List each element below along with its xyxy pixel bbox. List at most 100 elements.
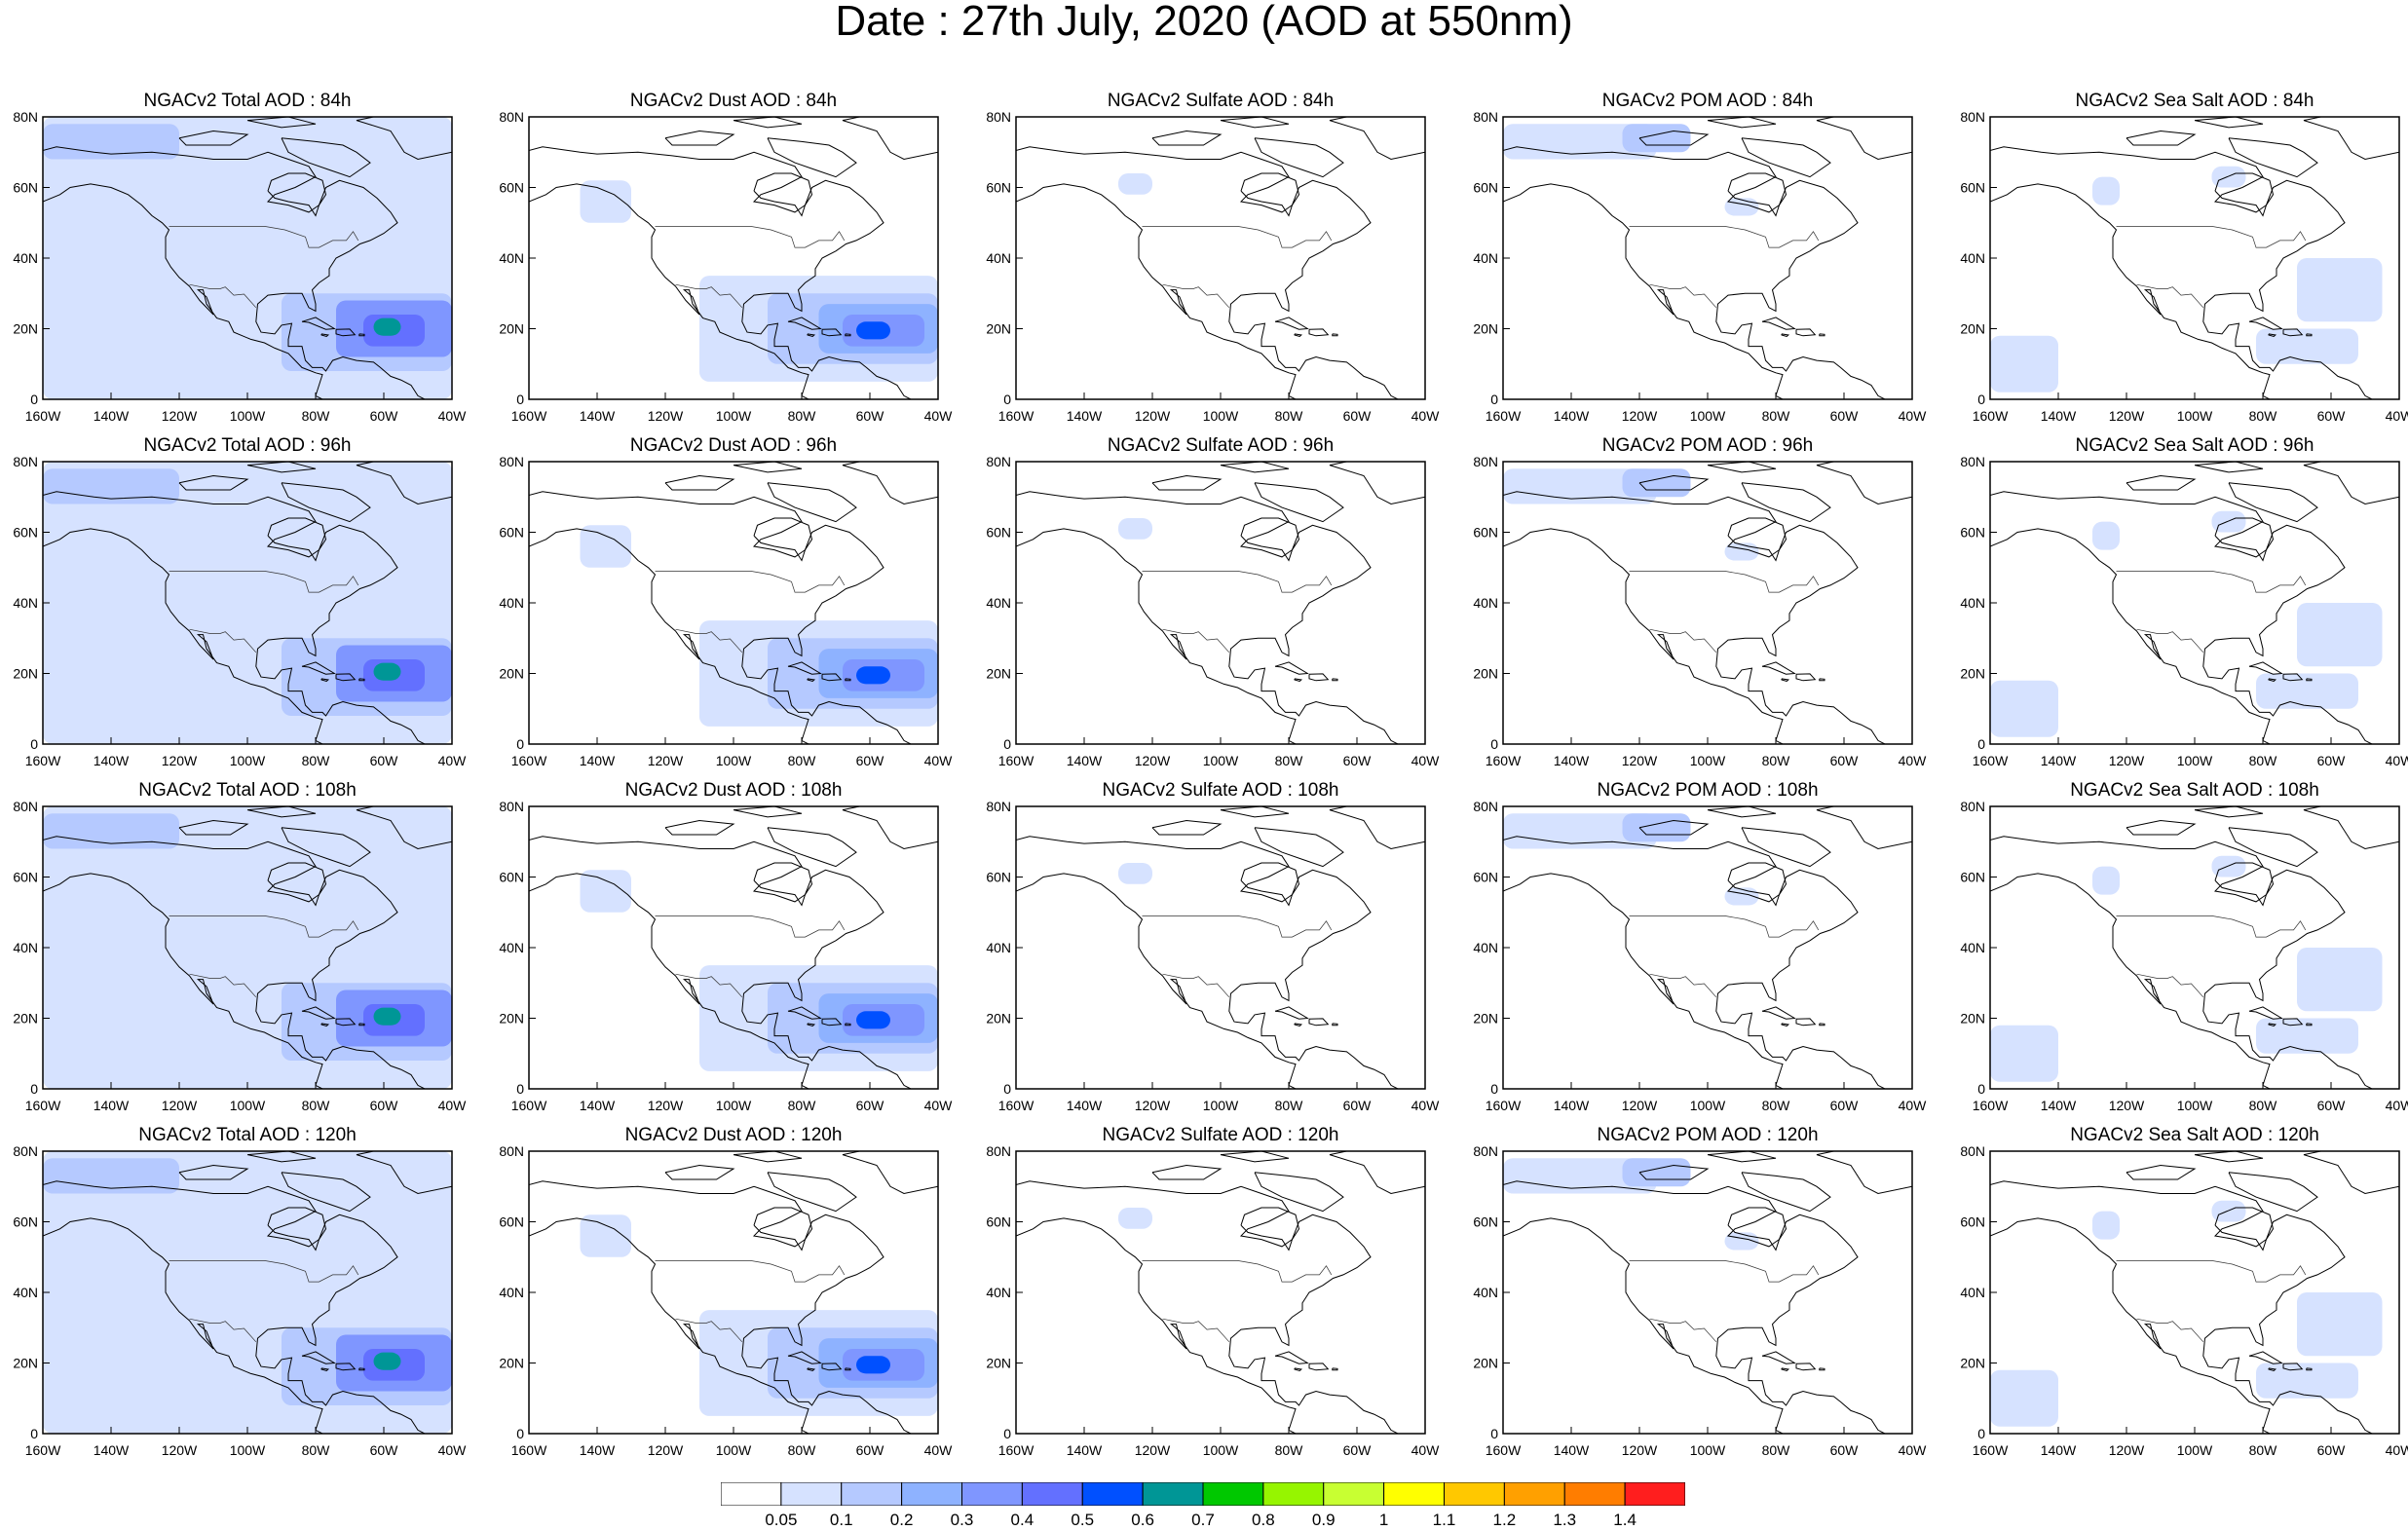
- coastline: [842, 806, 938, 850]
- lon-tick-label: 100W: [1690, 1098, 1726, 1113]
- lon-tick-label: 40W: [1899, 1098, 1928, 1113]
- coastline: [2248, 1006, 2283, 1020]
- lon-tick-label: 100W: [1690, 408, 1726, 424]
- coastline: [1781, 1023, 1790, 1027]
- coastline: [2194, 1151, 2264, 1163]
- lat-tick-label: 60N: [1473, 525, 1498, 541]
- map-panel-pom-96h: NGACv2 POM AOD : 96h 160W 140W 120W 100W 80W 6…: [1473, 435, 1927, 768]
- coastline: [43, 1217, 323, 1434]
- lon-tick-label: 140W: [2041, 1442, 2077, 1458]
- coastline: [1795, 1018, 1817, 1027]
- coastline: [529, 873, 809, 1089]
- lon-tick-label: 140W: [1554, 1442, 1590, 1458]
- panel-title: NGACv2 Sea Salt AOD : 120h: [2070, 1125, 2319, 1145]
- lat-tick-label: 0: [30, 736, 38, 752]
- coastline: [1819, 1367, 1825, 1371]
- lat-tick-label: 60N: [499, 180, 524, 196]
- lon-tick-label: 80W: [1275, 1098, 1304, 1113]
- lon-tick-label: 140W: [1554, 408, 1590, 424]
- country-border: [655, 1260, 846, 1283]
- map-area: [43, 1151, 452, 1434]
- lon-tick-label: 80W: [1275, 753, 1304, 768]
- lat-tick-label: 20N: [1473, 321, 1498, 337]
- lat-tick-label: 60N: [986, 180, 1011, 196]
- colorbar-label: 0.8: [1252, 1511, 1275, 1529]
- lon-tick-label: 120W: [2109, 1098, 2145, 1113]
- coastline: [1727, 172, 1787, 217]
- coastline: [1990, 836, 2373, 1089]
- panel-title: NGACv2 Dust AOD : 120h: [624, 1125, 843, 1145]
- coastline: [1329, 806, 1425, 850]
- coastline: [1274, 317, 1309, 330]
- lon-tick-label: 100W: [230, 753, 266, 768]
- panel-title: NGACv2 Total AOD : 96h: [143, 435, 352, 456]
- lon-tick-label: 40W: [438, 1442, 468, 1458]
- map-plot: 160W 140W 120W 100W 80W 60W 40W 80N 60N 40N 20N 0: [499, 454, 953, 768]
- coastline: [2306, 1367, 2313, 1371]
- coastline: [2228, 1172, 2318, 1213]
- lat-tick-label: 0: [1490, 392, 1498, 407]
- coastline: [1294, 333, 1303, 338]
- lon-tick-label: 40W: [438, 1098, 468, 1113]
- panel-title: NGACv2 Sulfate AOD : 120h: [1102, 1125, 1339, 1145]
- coastline: [2248, 317, 2283, 330]
- coastline: [1240, 517, 1300, 562]
- lon-tick-label: 100W: [2177, 1098, 2213, 1113]
- lat-tick-label: 20N: [1960, 321, 1985, 337]
- colorbar-swatch: [841, 1482, 903, 1506]
- country-border: [655, 571, 846, 593]
- country-border: [1649, 973, 1717, 998]
- coastline: [2268, 678, 2277, 683]
- lat-tick-label: 40N: [1473, 1285, 1498, 1300]
- panel-title: NGACv2 POM AOD : 120h: [1597, 1125, 1819, 1145]
- aod-shading: [1118, 1208, 1152, 1229]
- coastline: [2248, 661, 2283, 675]
- coastline: [2126, 130, 2197, 146]
- lon-tick-label: 140W: [1067, 753, 1103, 768]
- map-panel-pom-120h: NGACv2 POM AOD : 120h 160W 140W 120W 100W 80W…: [1473, 1125, 1927, 1458]
- lon-tick-label: 100W: [1203, 753, 1239, 768]
- lon-tick-label: 160W: [25, 408, 61, 424]
- colorbar-swatch: [1021, 1482, 1083, 1506]
- coastline: [1220, 462, 1290, 473]
- map-area: [1990, 462, 2399, 744]
- coastline: [178, 130, 249, 146]
- coastline: [1707, 462, 1777, 473]
- lat-tick-label: 60N: [499, 870, 524, 885]
- coastline: [733, 806, 803, 818]
- country-border: [1142, 571, 1333, 593]
- colorbar-swatch: [1081, 1482, 1144, 1506]
- coastline: [1274, 661, 1309, 675]
- coastline: [2214, 517, 2275, 562]
- lon-tick-label: 160W: [25, 1098, 61, 1113]
- lon-tick-label: 140W: [580, 753, 616, 768]
- coastline: [1329, 462, 1425, 505]
- coastline: [1990, 146, 2373, 399]
- map-panel-total-96h: NGACv2 Total AOD : 96h 160W 140W 120W 100W 80…: [13, 435, 467, 768]
- lat-tick-label: 40N: [1960, 595, 1985, 611]
- lat-tick-label: 60N: [1960, 180, 1985, 196]
- coastline: [664, 819, 735, 836]
- coastline: [753, 172, 813, 217]
- aod-shading: [580, 870, 631, 913]
- aod-shading: [2211, 855, 2246, 878]
- coastline: [335, 1018, 357, 1027]
- lat-tick-label: 0: [516, 1426, 524, 1441]
- lat-tick-label: 40N: [986, 595, 1011, 611]
- coastline: [1707, 1151, 1777, 1163]
- lon-tick-label: 60W: [1830, 1098, 1860, 1113]
- colorbar-swatch: [1624, 1482, 1685, 1506]
- map-panel-seasalt-108h: NGACv2 Sea Salt AOD : 108h 160W 140W 120W 10…: [1960, 780, 2408, 1113]
- map-panel-sulfate-84h: NGACv2 Sulfate AOD : 84h 160W 140W 120W 100W…: [986, 91, 1440, 424]
- aod-shading: [2211, 166, 2246, 188]
- lat-tick-label: 60N: [1473, 1214, 1498, 1230]
- country-border: [1649, 628, 1717, 653]
- country-border: [169, 226, 359, 248]
- map-panel-sulfate-96h: NGACv2 Sulfate AOD : 96h 160W 140W 120W 100W…: [986, 435, 1440, 768]
- coastline: [733, 117, 803, 129]
- lat-tick-label: 40N: [1960, 940, 1985, 955]
- colorbar-label: 1.2: [1492, 1511, 1517, 1529]
- lat-tick-label: 0: [1490, 1081, 1498, 1097]
- lon-tick-label: 40W: [2386, 1442, 2408, 1458]
- coastline: [2126, 474, 2197, 491]
